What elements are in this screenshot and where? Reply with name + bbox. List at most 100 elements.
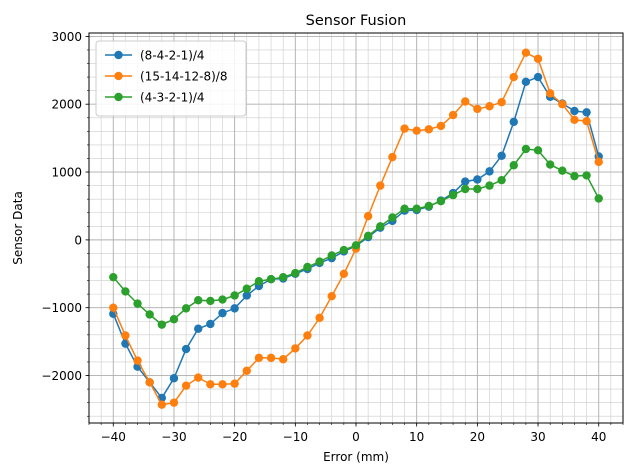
data-point	[291, 268, 300, 278]
data-point	[315, 313, 324, 323]
data-point	[400, 124, 409, 133]
data-point	[558, 166, 567, 175]
y-tick-label: −2000	[41, 369, 82, 383]
data-point	[412, 126, 421, 135]
data-point	[570, 115, 579, 125]
data-point	[376, 181, 385, 190]
x-tick-label: −10	[283, 430, 308, 444]
series-layer	[109, 48, 603, 409]
data-point	[545, 160, 555, 169]
legend-swatch-marker	[114, 71, 123, 81]
data-point	[194, 373, 203, 382]
data-point	[145, 310, 154, 319]
data-point	[206, 319, 215, 329]
data-point	[194, 296, 203, 305]
data-point	[509, 72, 518, 82]
data-point	[461, 184, 470, 194]
y-tick-label: 0	[74, 233, 82, 247]
data-point	[194, 324, 203, 333]
data-point	[376, 222, 385, 231]
y-tick-label: 1000	[51, 166, 82, 180]
data-point	[206, 296, 215, 306]
legend-entry-label: (4-3-2-1)/4	[140, 91, 205, 105]
data-point	[388, 152, 397, 162]
x-tick-label: 40	[591, 430, 606, 444]
data-point	[497, 175, 506, 185]
data-point	[533, 54, 543, 63]
data-point	[278, 355, 288, 364]
data-point	[570, 106, 579, 116]
data-point	[218, 380, 227, 389]
data-point	[133, 356, 142, 365]
data-point	[485, 102, 494, 111]
data-point	[109, 303, 118, 312]
data-point	[145, 378, 154, 387]
data-point	[485, 167, 494, 176]
data-point	[339, 245, 349, 255]
x-tick-label: 10	[409, 430, 424, 444]
data-point	[582, 108, 591, 117]
series-3	[109, 144, 603, 329]
legend-entry-label: (8-4-2-1)/4	[140, 49, 205, 63]
data-point	[533, 72, 543, 82]
data-point	[242, 366, 251, 375]
data-point	[254, 277, 264, 286]
data-point	[509, 117, 518, 127]
data-point	[436, 197, 446, 206]
data-point	[109, 272, 118, 282]
data-point	[509, 161, 518, 170]
data-point	[303, 331, 312, 340]
data-point	[436, 121, 446, 131]
data-point	[558, 100, 567, 109]
data-point	[570, 171, 579, 181]
major-grid	[89, 33, 623, 423]
data-point	[230, 379, 239, 388]
data-point	[169, 374, 179, 383]
data-point	[582, 116, 591, 126]
data-point	[582, 171, 591, 180]
data-point	[461, 177, 470, 186]
data-point	[169, 398, 179, 407]
x-tick-label: 30	[530, 430, 545, 444]
legend-box	[95, 40, 247, 117]
data-point	[181, 381, 191, 390]
legend-entry-label: (15-14-12-8)/8	[140, 70, 227, 84]
data-point	[497, 97, 506, 107]
data-point	[315, 257, 324, 266]
data-point	[303, 262, 312, 272]
data-point	[473, 175, 482, 184]
data-point	[242, 284, 251, 293]
data-point	[230, 304, 239, 313]
data-point	[594, 194, 603, 203]
y-tick-label: 2000	[51, 98, 82, 112]
data-point	[278, 272, 288, 282]
legend: (8-4-2-1)/4 (15-14-12-8)/8 (4-3-2-1)/4	[95, 40, 247, 117]
x-axis-ticks: −40 −30 −20 −10 0 10 20 30 40	[88, 423, 624, 444]
data-point	[521, 48, 531, 57]
data-point	[485, 181, 494, 190]
data-point	[473, 184, 482, 194]
data-point	[157, 400, 167, 409]
data-point	[206, 380, 215, 389]
data-point	[133, 299, 142, 308]
data-point	[497, 151, 506, 160]
x-tick-label: −20	[222, 430, 247, 444]
data-point	[181, 304, 191, 313]
data-point	[157, 320, 167, 329]
data-point	[424, 125, 434, 134]
data-point	[327, 291, 336, 301]
y-axis-ticks: −2000 −1000 0 1000 2000 3000	[41, 30, 89, 417]
x-axis-label: Error (mm)	[323, 450, 389, 464]
data-point	[521, 77, 531, 87]
data-point	[594, 157, 603, 167]
data-point	[412, 204, 421, 213]
data-point	[121, 331, 130, 340]
legend-swatch-marker	[114, 92, 123, 102]
data-point	[266, 275, 276, 284]
data-point	[424, 201, 434, 211]
data-point	[400, 204, 409, 213]
data-point	[448, 190, 458, 200]
data-point	[254, 353, 264, 363]
data-point	[169, 315, 179, 324]
